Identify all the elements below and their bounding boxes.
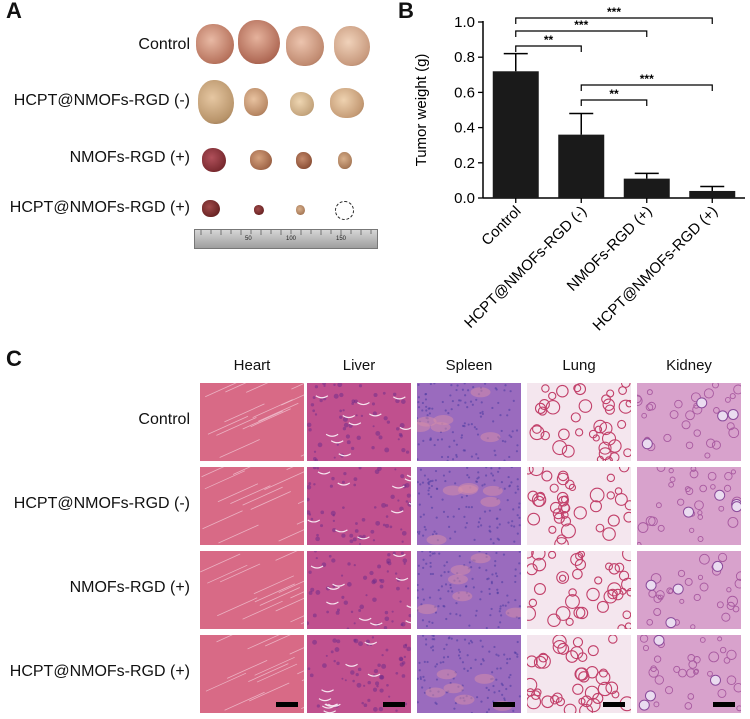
scale-bar <box>603 702 625 707</box>
tumor-row-label: HCPT@NMOFs-RGD (+) <box>9 199 190 216</box>
y-tick-label: 1.0 <box>454 14 475 31</box>
significance-bracket <box>515 30 648 37</box>
tumor-photo <box>290 92 314 116</box>
tumor-row-label: HCPT@NMOFs-RGD (-) <box>13 92 190 109</box>
histology-image-spleen <box>417 467 521 545</box>
histology-image-lung <box>527 551 631 629</box>
histology-image-kidney <box>637 383 741 461</box>
histology-image-kidney <box>637 551 741 629</box>
organ-column-label: Spleen <box>445 357 493 374</box>
histology-image-kidney <box>637 635 741 713</box>
tumor-photo <box>286 26 324 66</box>
significance-label: ** <box>609 87 619 101</box>
significance-label: ** <box>544 33 554 47</box>
histology-image-liver <box>307 551 411 629</box>
significance-label: *** <box>640 72 654 86</box>
tumor-photo <box>244 88 268 116</box>
x-tick-label: HCPT@NMOFs-RGD (+) <box>590 203 721 334</box>
tumor-photo <box>198 80 234 124</box>
bar <box>623 178 670 198</box>
tumor-photo <box>238 20 280 64</box>
scale-bar <box>713 702 735 707</box>
histology-row-label: Control <box>138 411 190 428</box>
panel-letter-a: A <box>6 0 22 23</box>
significance-label: *** <box>607 5 621 19</box>
bar <box>558 134 605 198</box>
organ-column-label: Liver <box>342 357 376 374</box>
tumor-photo <box>338 152 352 169</box>
tumor-photo <box>202 148 226 172</box>
y-tick-label: 0.8 <box>454 49 475 66</box>
x-tick-label: Control <box>478 203 524 249</box>
tumor-photo <box>334 26 370 66</box>
y-tick-label: 0.6 <box>454 84 475 101</box>
panel-a: Control HCPT@NMOFs-RGD (-) NMOFs-RGD (+)… <box>0 0 390 260</box>
histology-image-heart <box>200 551 304 629</box>
ruler-tick-label: 100 <box>286 236 297 242</box>
y-tick-label: 0.0 <box>454 190 475 207</box>
histology-image-lung <box>527 467 631 545</box>
tumor-photo <box>250 150 272 170</box>
bar <box>492 71 539 198</box>
organ-column-label: Kidney <box>666 357 712 374</box>
significance-bracket <box>515 45 582 52</box>
tumor-photo <box>196 24 234 64</box>
ruler-ticks-graphic <box>200 230 372 235</box>
histology-image-liver <box>307 467 411 545</box>
ruler-tick-label: 150 <box>336 236 347 242</box>
histology-image-heart <box>200 383 304 461</box>
histology-image-liver <box>307 383 411 461</box>
tumor-photo <box>254 205 264 215</box>
histology-image-heart <box>200 467 304 545</box>
histology-image-spleen <box>417 635 521 713</box>
panel-c: Heart Liver Spleen Lung Kidney Control HCPT@N… <box>0 355 750 719</box>
ruler-tick-label: 50 <box>245 236 252 242</box>
histology-row-label: NMOFs-RGD (+) <box>69 579 190 596</box>
histology-image-heart <box>200 635 304 713</box>
tumor-row-label: NMOFs-RGD (+) <box>69 149 190 166</box>
organ-column-label: Lung <box>562 357 596 374</box>
significance-bracket <box>515 17 713 24</box>
significance-bracket <box>580 84 713 91</box>
significance-label: *** <box>574 18 588 32</box>
panel-letter-b: B <box>398 0 414 23</box>
tumor-photo <box>296 205 305 215</box>
histology-image-liver <box>307 635 411 713</box>
y-axis-label: Tumor weight (g) <box>413 54 430 167</box>
histology-image-spleen <box>417 383 521 461</box>
panel-letter-c: C <box>6 346 22 371</box>
y-tick-label: 0.2 <box>454 155 475 172</box>
tumor-photo <box>330 88 364 118</box>
tumor-photo <box>296 152 312 169</box>
scale-bar <box>276 702 298 707</box>
ruler <box>194 229 378 249</box>
histology-image-lung <box>527 635 631 713</box>
histology-image-kidney <box>637 467 741 545</box>
tumor-photo <box>202 200 220 217</box>
histology-image-lung <box>527 383 631 461</box>
histology-image-spleen <box>417 551 521 629</box>
x-tick-label: HCPT@NMOFs-RGD (-) <box>461 203 590 332</box>
empty-tumor-circle <box>335 201 354 220</box>
histology-row-label: HCPT@NMOFs-RGD (-) <box>13 495 190 512</box>
scale-bar <box>493 702 515 707</box>
organ-column-label: Heart <box>233 357 271 374</box>
y-tick-label: 0.4 <box>454 120 475 137</box>
tumor-weight-chart: Tumor weight (g) 0.0 0.2 0.4 0.6 0.8 1.0 Contr… <box>413 5 745 334</box>
scale-bar <box>383 702 405 707</box>
bar <box>689 190 736 198</box>
histology-row-label: HCPT@NMOFs-RGD (+) <box>9 663 190 680</box>
significance-bracket <box>580 99 648 106</box>
tumor-row-label: Control <box>138 36 190 53</box>
